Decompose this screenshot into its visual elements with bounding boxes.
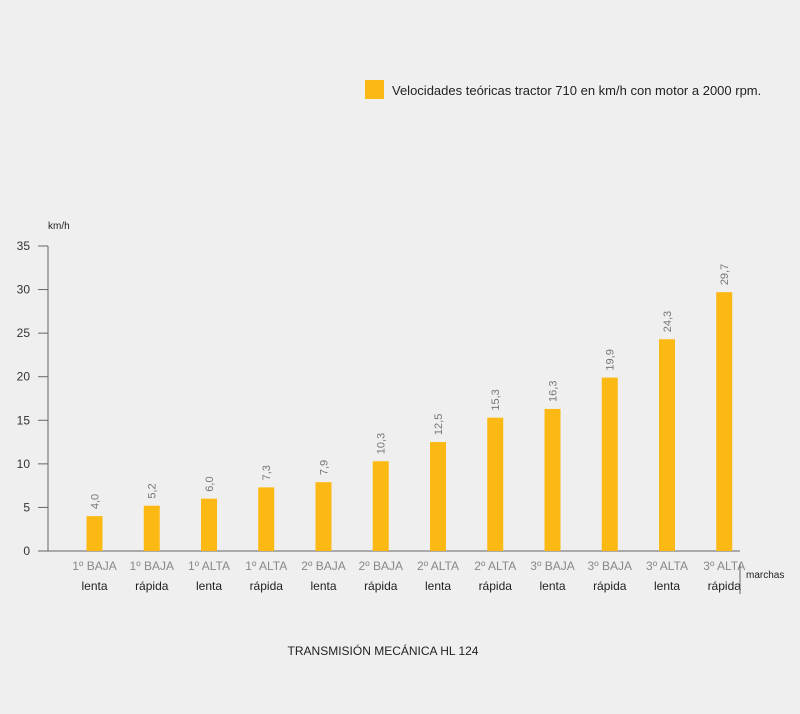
bar [430,442,446,551]
bar-value-label: 15,3 [490,389,502,410]
x-category-label-bottom: rápida [364,579,398,593]
bar [143,505,160,551]
y-tick-label: 35 [17,239,31,253]
x-axis-categories: 1º BAJA lenta 1º BAJA rápida 1º ALTA lenta 1º … [72,559,745,593]
bar-value-label: 6,0 [204,476,216,491]
y-tick-label: 0 [23,544,30,558]
x-category-label-top: 2º ALTA [417,559,459,573]
x-category-label-bottom: rápida [708,579,742,593]
legend-swatch [365,80,384,99]
chart-caption: TRANSMISIÓN MECÁNICA HL 124 [288,643,479,658]
y-tick-label: 5 [23,500,30,514]
y-tick-label: 25 [17,326,31,340]
bar [315,482,332,551]
y-tick-label: 20 [17,370,31,384]
x-category-label-top: 2º BAJA [359,559,403,573]
x-category-label-bottom: lenta [81,579,107,593]
bar [86,516,103,551]
y-tick-label: 10 [17,457,31,471]
bar-value-label: 19,9 [605,349,617,370]
x-axis-title: marchas [746,570,784,581]
x-category-label-bottom: lenta [310,579,336,593]
bar [258,487,275,551]
bar [487,417,504,551]
x-category-label-bottom: rápida [135,579,169,593]
y-tick-label: 30 [17,283,31,297]
bar [544,408,561,551]
bar [716,292,733,551]
x-category-label-top: 2º ALTA [474,559,516,573]
bar-value-label: 7,3 [261,465,273,480]
bar-value-label: 10,3 [376,433,388,454]
bar [601,377,618,551]
bar-value-label: 24,3 [662,311,674,332]
x-category-label-bottom: rápida [479,579,513,593]
bar [372,461,389,551]
bar-value-label: 16,3 [548,381,560,402]
x-category-label-top: 1º BAJA [72,559,116,573]
bar-series: 4,0 5,2 6,0 7,3 7,9 10,3 12,5 15,3 16,3 19,9 24,3 2… [86,264,733,551]
x-category-label-top: 2º BAJA [301,559,345,573]
x-category-label-bottom: lenta [196,579,222,593]
bar-value-label: 29,7 [719,264,731,285]
y-tick-label: 15 [17,413,31,427]
x-category-label-top: 3º ALTA [703,559,745,573]
legend-label: Velocidades teóricas tractor 710 en km/h… [392,83,761,98]
y-axis-ticks: 0 5 10 15 20 25 30 35 [17,239,48,558]
x-category-label-bottom: lenta [654,579,680,593]
x-category-label-bottom: lenta [425,579,451,593]
x-category-label-top: 3º ALTA [646,559,688,573]
bar-value-label: 4,0 [90,494,102,509]
x-category-label-top: 1º BAJA [130,559,174,573]
x-category-label-top: 3º BAJA [588,559,632,573]
bar [201,498,217,551]
bar-value-label: 5,2 [147,483,159,498]
x-category-label-top: 1º ALTA [188,559,230,573]
bar-value-label: 7,9 [319,460,331,475]
bar [659,339,675,551]
x-category-label-top: 3º BAJA [530,559,574,573]
bar-value-label: 12,5 [433,414,445,435]
y-axis-unit-label: km/h [48,221,70,232]
x-category-label-top: 1º ALTA [245,559,287,573]
x-category-label-bottom: lenta [539,579,565,593]
x-category-label-bottom: rápida [250,579,284,593]
x-category-label-bottom: rápida [593,579,627,593]
